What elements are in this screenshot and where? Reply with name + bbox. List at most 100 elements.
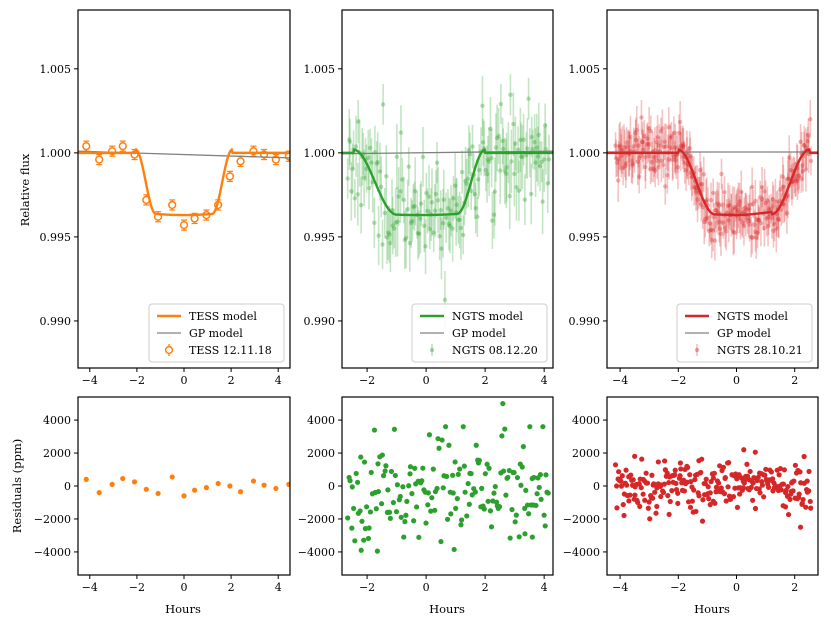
residual-point — [662, 458, 668, 464]
flux-point — [446, 221, 452, 227]
flux-point — [623, 161, 629, 166]
residual-point — [446, 442, 452, 448]
residual-point — [621, 512, 627, 519]
residual-point — [448, 511, 454, 517]
resid-ngts1-ytick-label: 0 — [328, 480, 335, 493]
flux-tess-xtick-label: 4 — [275, 374, 282, 387]
flux-point — [698, 182, 704, 187]
resid-panel-frame — [341, 396, 554, 576]
flux-point — [682, 160, 687, 166]
flux-point — [543, 146, 549, 152]
flux-plot-area — [607, 100, 818, 261]
residual-point — [375, 488, 381, 495]
flux-point — [741, 209, 747, 215]
flux-ngts1-xtick-label: 0 — [423, 374, 430, 387]
residual-point — [777, 465, 784, 472]
flux-point — [723, 225, 728, 230]
residual-point — [778, 487, 784, 493]
flux-point — [669, 133, 674, 139]
flux-point — [645, 136, 650, 141]
flux-point — [666, 125, 671, 130]
residual-point — [353, 470, 359, 477]
flux-point — [739, 189, 744, 195]
flux-point — [725, 203, 731, 208]
residual-point — [488, 524, 495, 530]
residual-point — [358, 547, 364, 553]
flux-point — [384, 174, 389, 179]
residual-point — [507, 535, 513, 541]
flux-point — [800, 169, 806, 174]
flux-point — [640, 147, 646, 153]
residual-point — [705, 484, 711, 490]
flux-point — [738, 217, 743, 222]
flux-point — [716, 203, 722, 208]
flux-point — [699, 202, 704, 207]
flux-point — [532, 139, 537, 145]
residual-point — [420, 465, 426, 471]
flux-point — [378, 184, 384, 190]
flux-point — [735, 208, 741, 213]
flux-point — [542, 123, 548, 128]
flux-point — [377, 169, 383, 174]
residual-point — [472, 489, 478, 495]
resid-plot-area — [83, 474, 290, 499]
flux-point — [418, 216, 423, 221]
residual-point — [661, 481, 667, 487]
flux-point — [753, 229, 758, 235]
flux-point — [654, 139, 659, 145]
flux-point — [498, 168, 503, 173]
flux-point — [700, 205, 705, 210]
xlabel-3: Hours — [694, 602, 730, 616]
flux-point — [640, 139, 645, 145]
flux-point — [486, 159, 492, 164]
residual-point — [665, 493, 671, 499]
residual-point — [382, 468, 388, 474]
residual-point — [519, 464, 525, 470]
flux-point — [546, 157, 552, 162]
flux-point — [784, 210, 790, 216]
flux-point — [661, 144, 666, 150]
flux-point — [475, 214, 480, 220]
flux-point — [533, 160, 538, 165]
flux-point — [496, 133, 501, 139]
residual-point — [644, 480, 651, 486]
residual-point — [400, 484, 406, 490]
residual-point — [737, 491, 743, 497]
residual-point — [354, 479, 361, 485]
flux-point — [355, 192, 361, 197]
flux-point — [393, 220, 398, 225]
residual-point — [651, 481, 657, 487]
residual-point — [730, 494, 737, 500]
flux-point — [424, 190, 429, 196]
residual-point — [787, 496, 793, 502]
residual-point — [511, 469, 517, 476]
flux-point — [654, 158, 660, 163]
flux-point — [225, 172, 235, 181]
flux-point — [695, 197, 700, 202]
residual-point — [537, 472, 544, 478]
flux-point — [392, 226, 397, 231]
resid-ngts2-xtick-label: −4 — [612, 581, 628, 594]
residual-point — [499, 433, 505, 439]
flux-point — [490, 218, 495, 223]
flux-point — [799, 176, 804, 181]
flux-point — [732, 204, 737, 210]
residual-point — [192, 487, 198, 493]
residual-point — [368, 469, 374, 476]
flux-point — [82, 141, 91, 151]
flux-ngts1-xtick-label: 4 — [541, 374, 548, 387]
residual-point — [514, 474, 521, 481]
flux-point — [168, 200, 177, 210]
flux-point — [613, 143, 618, 148]
flux-point — [747, 206, 752, 212]
residual-point — [741, 447, 747, 453]
residual-point — [800, 496, 806, 503]
residual-point — [464, 513, 470, 519]
residual-point — [541, 512, 547, 518]
residual-point — [677, 473, 683, 479]
residual-point — [545, 490, 551, 496]
flux-point — [673, 145, 678, 150]
residual-point — [83, 476, 89, 483]
flux-point — [375, 159, 380, 165]
flux-point — [525, 146, 530, 151]
